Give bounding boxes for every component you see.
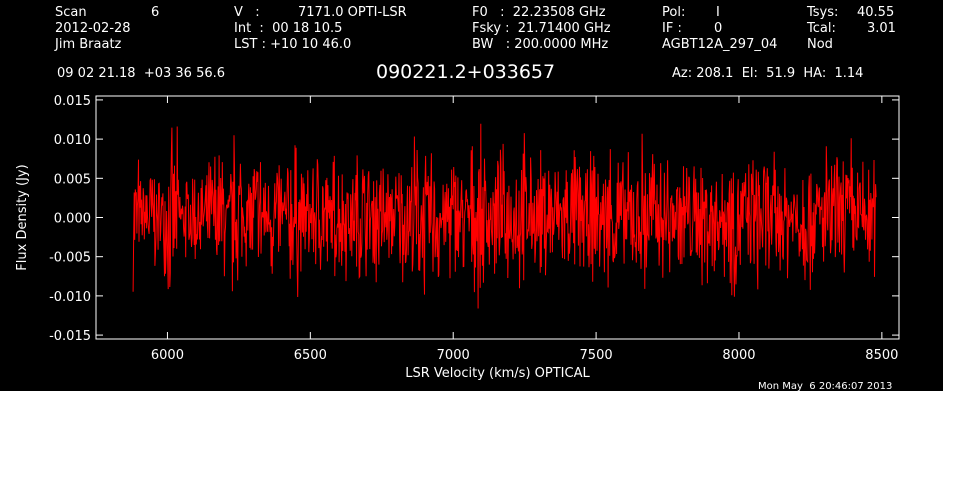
- y-tick-label: 0.005: [54, 172, 91, 187]
- if-value: 0: [714, 21, 723, 36]
- f0-frequency: F0 : 22.23508 GHz: [472, 5, 606, 20]
- tcal-label: Tcal:: [807, 21, 836, 36]
- pol-label: Pol:: [662, 5, 686, 20]
- plot-timestamp: Mon May 6 20:46:07 2013: [758, 381, 893, 392]
- x-tick-label: 7500: [580, 348, 613, 363]
- tsys-label: Tsys:: [807, 5, 839, 20]
- observing-mode: Nod: [807, 37, 833, 52]
- fsky-frequency: Fsky : 21.71400 GHz: [472, 21, 611, 36]
- x-tick-label: 8500: [865, 348, 898, 363]
- x-axis-label: LSR Velocity (km/s) OPTICAL: [405, 366, 590, 381]
- x-tick-label: 8000: [722, 348, 755, 363]
- scan-label: Scan: [55, 5, 87, 20]
- x-tick-label: 6000: [151, 348, 184, 363]
- x-tick-label: 6500: [294, 348, 327, 363]
- y-tick-label: 0.000: [54, 212, 91, 227]
- tcal-value: 3.01: [867, 21, 896, 36]
- y-axis: -0.015 -0.010 -0.005 0.000 0.005 0.010 0.015: [49, 94, 899, 344]
- observer-name: Jim Braatz: [55, 37, 122, 52]
- x-tick-label: 7000: [437, 348, 470, 363]
- spectrum-chart: 6000 6500 7000 7500 8000 8500 -0.015-0.010-0.…: [15, 94, 900, 381]
- integration-time: Int : 00 18 10.5: [234, 21, 343, 36]
- y-tick-label: -0.005: [49, 251, 91, 266]
- lst-value: LST : +10 10 46.0: [234, 37, 352, 52]
- source-coordinates: 09 02 21.18 +03 36 56.6: [57, 66, 226, 81]
- y-tick-label: -0.010: [49, 290, 91, 305]
- observation-date: 2012-02-28: [55, 21, 131, 36]
- y-tick-label: 0.015: [54, 94, 91, 109]
- velocity-label: V :: [234, 5, 260, 20]
- y-axis-label: Flux Density (Jy): [15, 164, 30, 270]
- source-name: 090221.2+033657: [376, 61, 556, 83]
- x-axis: 6000 6500 7000 7500 8000 8500: [151, 96, 898, 363]
- bandwidth: BW : 200.0000 MHz: [472, 37, 609, 52]
- scan-value: 6: [151, 5, 160, 20]
- project-id: AGBT12A_297_04: [662, 37, 778, 52]
- if-label: IF :: [662, 21, 682, 36]
- y-tick-label: -0.015: [49, 329, 91, 344]
- pol-value: I: [716, 5, 720, 20]
- az-el-ha: Az: 208.1 El: 51.9 HA: 1.14: [672, 66, 864, 81]
- tsys-value: 40.55: [857, 5, 895, 20]
- y-tick-label: 0.010: [54, 133, 91, 148]
- spectrum-line: [132, 123, 877, 309]
- spectrum-trace: [132, 123, 877, 309]
- velocity-value: 7171.0 OPTI-LSR: [298, 5, 407, 20]
